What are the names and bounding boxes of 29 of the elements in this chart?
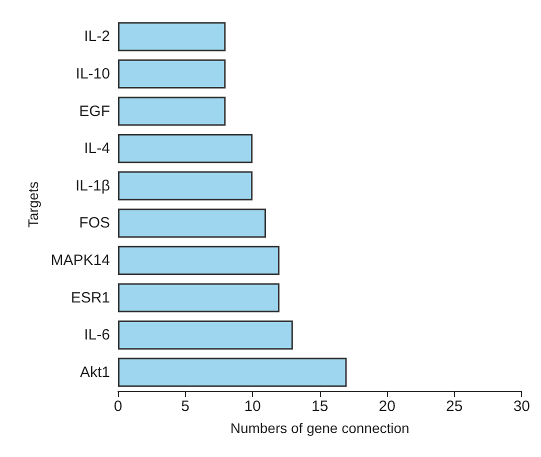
x-tick-label: 0 [114, 398, 122, 415]
y-tick-label: FOS [79, 214, 110, 232]
x-tick-label: 10 [244, 398, 261, 415]
bar [118, 96, 226, 126]
x-tick-label: 30 [513, 398, 530, 415]
y-tick-label: IL-6 [84, 326, 110, 344]
y-tick-label: Akt1 [80, 364, 110, 381]
y-axis-title: Targets [24, 182, 41, 228]
y-tick-label: EGF [79, 102, 110, 120]
y-tick-label: IL-1β [76, 177, 110, 194]
bar [118, 171, 253, 200]
y-tick-label: MAPK14 [50, 252, 110, 269]
bar [118, 246, 280, 275]
x-tick-label: 15 [311, 398, 328, 415]
bar [118, 59, 226, 88]
bar [118, 358, 347, 387]
y-tick-label: IL-10 [76, 65, 110, 82]
bar [118, 208, 266, 238]
bar [118, 134, 253, 164]
x-tick-label: 25 [446, 398, 463, 415]
x-axis-title: Numbers of gene connection [230, 420, 410, 436]
bar [118, 22, 226, 52]
x-tick-label: 20 [378, 398, 396, 415]
x-tick-label: 5 [181, 398, 190, 415]
y-tick-label: IL-4 [84, 140, 110, 158]
bar [118, 320, 293, 350]
y-tick-label: ESR1 [70, 289, 110, 306]
y-tick-label: IL-2 [84, 28, 110, 46]
bar [118, 283, 280, 312]
